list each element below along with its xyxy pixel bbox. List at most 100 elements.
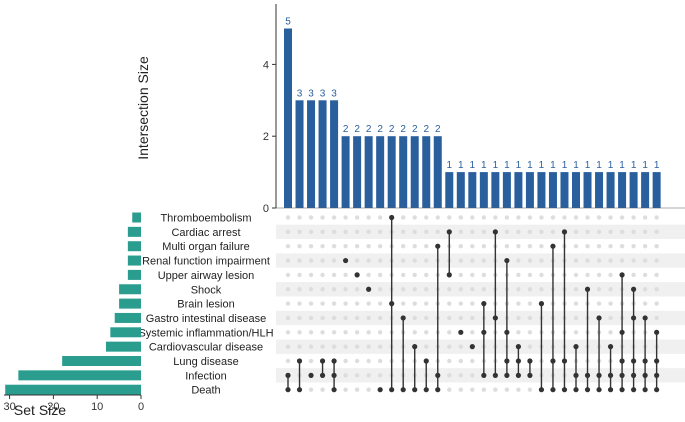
intersection-bar <box>502 172 511 208</box>
matrix-dot-inactive <box>320 315 325 321</box>
matrix-dot-inactive <box>458 358 463 364</box>
set-size-bar <box>127 255 141 266</box>
matrix-dot-inactive <box>412 258 417 263</box>
matrix-dot-inactive <box>481 215 487 220</box>
y-tick-label: 4 <box>263 59 269 71</box>
matrix-dot-inactive <box>470 287 475 292</box>
matrix-dot-active <box>596 387 602 393</box>
intersection-count-label: 2 <box>377 124 383 135</box>
matrix-dot-inactive <box>458 315 463 321</box>
matrix-dot-active <box>389 387 395 393</box>
matrix-dot-inactive <box>366 373 371 378</box>
matrix-dot-active <box>527 372 533 378</box>
matrix-dot-inactive <box>320 301 325 306</box>
matrix-dot-inactive <box>343 215 348 220</box>
matrix-dot-inactive <box>619 244 625 249</box>
matrix-dot-inactive <box>377 301 383 306</box>
matrix-dot-inactive <box>343 272 348 278</box>
intersection-bar <box>514 172 523 208</box>
matrix-dot-inactive <box>331 244 337 249</box>
set-size-bar <box>18 370 141 381</box>
matrix-dot-inactive <box>297 301 302 306</box>
y-tick-label: 0 <box>263 203 269 215</box>
matrix-dot-active <box>642 387 648 393</box>
matrix-dot-inactive <box>573 287 579 292</box>
matrix-dot-active <box>631 372 637 378</box>
matrix-dot-active <box>538 387 545 393</box>
matrix-dot-inactive <box>504 244 510 249</box>
intersection-count-label: 2 <box>412 124 418 135</box>
matrix-dot-inactive <box>320 215 325 220</box>
matrix-dot-inactive <box>573 215 579 220</box>
matrix-dot-active <box>584 286 591 292</box>
intersection-bar <box>422 136 431 208</box>
matrix-dot-inactive <box>354 229 360 235</box>
matrix-dot-inactive <box>331 301 337 306</box>
matrix-dot-inactive <box>596 244 602 249</box>
intersection-bar <box>353 136 362 208</box>
matrix-dot-active <box>492 229 498 235</box>
matrix-row-stripe <box>276 339 685 354</box>
intersection-count-label: 1 <box>516 160 522 171</box>
set-label: Shock <box>191 284 222 296</box>
intersection-count-label: 1 <box>619 160 625 171</box>
matrix-dot-inactive <box>424 301 429 306</box>
matrix-dot-inactive <box>481 387 487 392</box>
matrix-dot-inactive <box>619 215 625 220</box>
matrix-dot-inactive <box>308 315 314 321</box>
matrix-dot-inactive <box>297 330 302 335</box>
matrix-dot-inactive <box>573 258 579 263</box>
matrix-dot-inactive <box>331 287 337 292</box>
matrix-dot-inactive <box>308 287 314 292</box>
matrix-dot-active <box>331 358 337 364</box>
matrix-dot-active <box>607 344 614 350</box>
intersection-bar <box>445 172 454 208</box>
matrix-dot-inactive <box>297 315 302 321</box>
matrix-dot-active <box>619 329 625 335</box>
matrix-dot-inactive <box>447 387 452 392</box>
matrix-dot-inactive <box>424 229 429 235</box>
matrix-dot-inactive <box>527 215 533 220</box>
set-size-bar <box>127 241 141 252</box>
matrix-dot-inactive <box>493 387 498 392</box>
matrix-dot-inactive <box>504 229 510 235</box>
matrix-dot-inactive <box>435 229 440 235</box>
matrix-dot-inactive <box>585 229 590 235</box>
matrix-dot-active <box>285 387 291 393</box>
set-label: Lung disease <box>173 356 238 368</box>
matrix-dot-inactive <box>377 215 383 220</box>
matrix-dot-inactive <box>539 258 544 263</box>
intersection-size-axis-label: Intersection Size <box>135 56 151 160</box>
matrix-dot-active <box>596 372 602 378</box>
matrix-dot-inactive <box>516 315 521 321</box>
matrix-dot-inactive <box>308 301 314 306</box>
matrix-dot-inactive <box>481 287 487 292</box>
matrix-dot-inactive <box>527 330 533 335</box>
set-label: Cardiovascular disease <box>149 342 263 354</box>
matrix-dot-inactive <box>481 272 487 278</box>
matrix-dot-inactive <box>654 258 659 263</box>
matrix-dot-inactive <box>654 315 659 321</box>
intersection-count-label: 1 <box>585 160 591 171</box>
matrix-dot-inactive <box>377 358 383 364</box>
intersection-bar <box>537 172 546 208</box>
intersection-count-label: 2 <box>343 124 349 135</box>
matrix-dot-inactive <box>516 287 521 292</box>
matrix-dot-inactive <box>481 229 487 235</box>
matrix-dot-active <box>607 387 614 393</box>
intersection-bar <box>318 100 327 208</box>
matrix-dot-inactive <box>470 330 475 335</box>
intersection-bar <box>410 136 419 208</box>
matrix-dot-inactive <box>608 229 613 235</box>
matrix-dot-inactive <box>320 272 325 278</box>
membership-matrix <box>285 214 660 393</box>
matrix-dot-inactive <box>481 244 487 249</box>
matrix-dot-inactive <box>550 215 556 220</box>
matrix-dot-active <box>550 243 556 249</box>
matrix-dot-active <box>573 344 579 350</box>
matrix-dot-active <box>642 315 648 321</box>
matrix-dot-inactive <box>401 258 406 263</box>
matrix-dot-inactive <box>424 272 429 278</box>
matrix-dot-inactive <box>458 244 463 249</box>
set-size-bar <box>119 298 141 309</box>
